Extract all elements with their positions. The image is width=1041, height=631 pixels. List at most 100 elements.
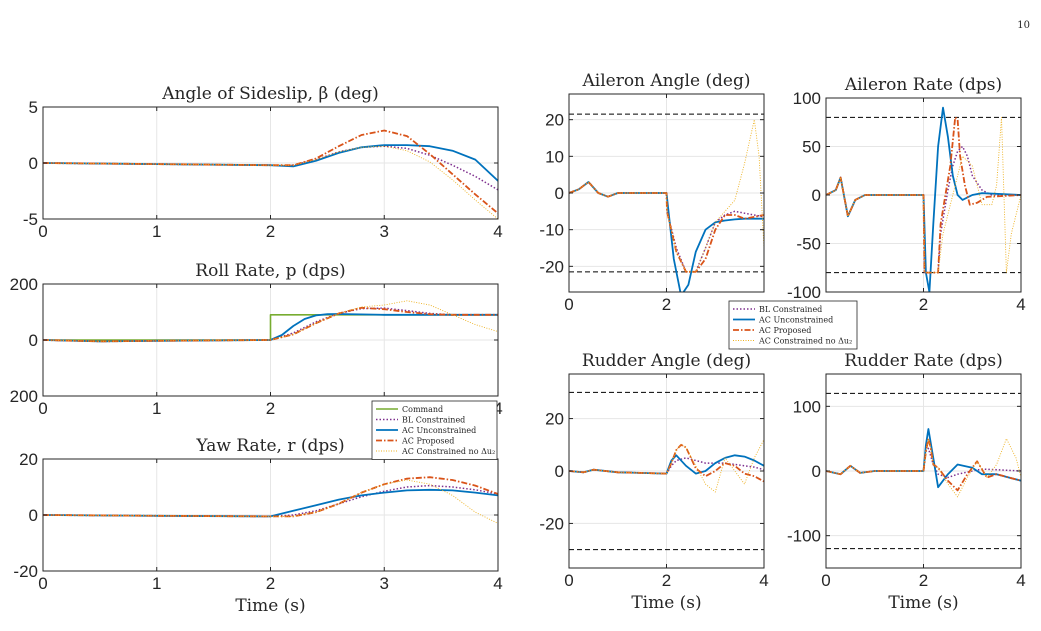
chart-title: Roll Rate, p (dps) xyxy=(195,261,345,281)
x-tick-label: 1 xyxy=(152,222,161,241)
series-line-prop xyxy=(43,306,498,343)
y-tick-label: 0 xyxy=(29,331,38,350)
y-tick-label: 0 xyxy=(555,462,564,481)
series-group xyxy=(43,300,498,343)
y-tick-label: 100 xyxy=(793,89,821,108)
y-tick-label: 10 xyxy=(545,147,564,166)
x-tick-label: 1 xyxy=(152,399,161,418)
series-line-ac xyxy=(826,428,1021,489)
series-line-prop xyxy=(826,116,1021,274)
legend-entry: AC Constrained no Δu₂ xyxy=(401,447,495,456)
series-line-nodu xyxy=(43,145,498,219)
x-tick-label: 2 xyxy=(662,571,671,590)
legend-entry: BL Constrained xyxy=(759,305,822,314)
legend-entry: AC Proposed xyxy=(401,437,454,446)
legend-box xyxy=(728,300,858,350)
x-tick-label: 1 xyxy=(152,574,161,593)
series-group xyxy=(569,439,764,493)
x-tick-label: 3 xyxy=(380,574,389,593)
y-tick-label: -5 xyxy=(23,210,38,229)
series-group xyxy=(569,119,764,292)
x-axis-label: Time (s) xyxy=(888,593,958,613)
x-tick-label: 2 xyxy=(266,399,275,418)
x-tick-label: 2 xyxy=(662,295,671,314)
y-tick-label: -100 xyxy=(787,527,821,546)
x-tick-label: 0 xyxy=(38,399,47,418)
series-group xyxy=(826,428,1021,498)
y-tick-label: 20 xyxy=(545,410,564,429)
x-tick-label: 0 xyxy=(564,295,573,314)
chart-title: Rudder Rate (dps) xyxy=(844,351,1002,371)
chart-title: Yaw Rate, r (dps) xyxy=(195,436,344,456)
y-tick-label: 0 xyxy=(29,154,38,173)
series-line-prop xyxy=(569,181,764,273)
x-tick-label: 4 xyxy=(493,222,502,241)
legend-entry: BL Constrained xyxy=(402,416,465,425)
series-line-prop xyxy=(569,443,764,483)
y-tick-label: -50 xyxy=(796,235,821,254)
x-tick-label: 4 xyxy=(759,571,768,590)
x-tick-label: 0 xyxy=(821,571,830,590)
y-tick-label: 20 xyxy=(19,450,38,469)
x-tick-label: 4 xyxy=(1016,295,1025,314)
legend-entry: AC Constrained no Δu₂ xyxy=(758,337,852,346)
chart-title: Angle of Sideslip, β (deg) xyxy=(161,84,379,104)
x-tick-label: 0 xyxy=(564,571,573,590)
legend-entry: Command xyxy=(402,405,443,414)
x-axis-label: Time (s) xyxy=(631,593,701,613)
y-tick-label: -20 xyxy=(539,514,564,533)
y-tick-label: 50 xyxy=(802,138,821,157)
series-group xyxy=(43,476,498,524)
x-tick-label: 0 xyxy=(38,574,47,593)
x-tick-label: 2 xyxy=(919,295,928,314)
y-tick-label: -20 xyxy=(539,257,564,276)
series-group xyxy=(43,129,498,219)
y-tick-label: 0 xyxy=(29,506,38,525)
series-line-nodu xyxy=(43,300,498,342)
y-tick-label: 0 xyxy=(812,462,821,481)
x-axis-label: Time (s) xyxy=(235,596,305,616)
x-tick-label: 2 xyxy=(919,571,928,590)
x-tick-label: 2 xyxy=(266,222,275,241)
legend-entry: AC Proposed xyxy=(758,326,811,335)
series-line-nodu xyxy=(43,479,498,524)
series-line-nodu xyxy=(569,439,764,493)
y-tick-label: 0 xyxy=(555,184,564,203)
chart-title: Rudder Angle (deg) xyxy=(582,351,751,371)
y-tick-label: 5 xyxy=(29,98,38,117)
x-tick-label: 4 xyxy=(493,399,502,418)
y-tick-label: 200 xyxy=(10,275,38,294)
chart-aileron_rate: 2 4 100 50 0 -50 -100 Aileron Rate (dps) xyxy=(787,75,1026,314)
chart-title: Aileron Rate (dps) xyxy=(844,75,1002,95)
series-line-nodu xyxy=(826,438,1021,498)
page-number: 10 xyxy=(1017,20,1030,31)
legend-entry: AC Unconstrained xyxy=(758,316,833,325)
chart-rudder_rate: 0 2 4 100 0 -100 Rudder Rate (dps) Time (s) xyxy=(787,351,1026,613)
series-line-nodu xyxy=(826,116,1021,274)
x-tick-label: 2 xyxy=(266,574,275,593)
y-tick-label: 0 xyxy=(812,186,821,205)
x-tick-label: 3 xyxy=(380,222,389,241)
series-group xyxy=(826,106,1021,292)
y-tick-label: 100 xyxy=(793,397,821,416)
y-tick-label: -100 xyxy=(787,283,821,302)
chart-title: Aileron Angle (deg) xyxy=(581,71,750,91)
y-tick-label: -20 xyxy=(13,562,38,581)
y-tick-label: 20 xyxy=(545,111,564,130)
x-tick-label: 0 xyxy=(38,222,47,241)
chart-aileron_angle: 0 2 20 10 0 -10 -20 Aileron Angle (deg) xyxy=(539,71,765,314)
x-tick-label: 4 xyxy=(493,574,502,593)
x-tick-label: 4 xyxy=(1016,571,1025,590)
y-tick-label: 200 xyxy=(10,387,38,406)
chart-rudder_angle: 0 2 4 20 0 -20 Rudder Angle (deg) Time (s) xyxy=(539,351,768,613)
legend-entry: AC Unconstrained xyxy=(401,426,476,435)
series-line-bl xyxy=(569,457,764,475)
